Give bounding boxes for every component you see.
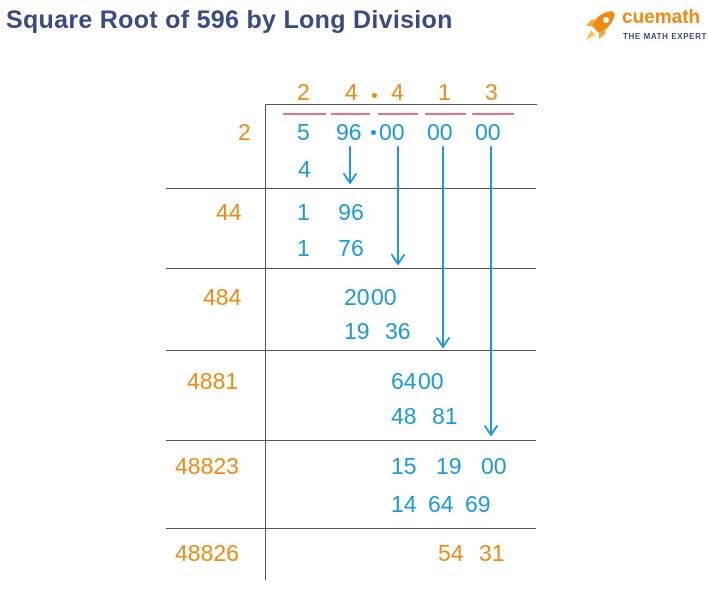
quotient-digit: 2 bbox=[297, 79, 310, 105]
quotient-digit: 4 bbox=[345, 79, 358, 105]
step-rule bbox=[166, 188, 536, 189]
dividend-decimal-point bbox=[371, 130, 376, 135]
remainder: 54 31 bbox=[438, 540, 505, 566]
dividend-group: 00 bbox=[475, 119, 501, 145]
work-value: 15 19 00 bbox=[391, 453, 507, 479]
work-product: 48 81 bbox=[391, 403, 458, 429]
quotient-decimal-point bbox=[372, 93, 377, 98]
divisor: 48826 bbox=[175, 540, 239, 566]
step-rule bbox=[166, 440, 536, 441]
dividend-group: 00 bbox=[427, 119, 453, 145]
work-value: 64 00 bbox=[391, 368, 444, 394]
work-product: 14 64 69 bbox=[391, 491, 491, 517]
work-product: 4 bbox=[298, 156, 311, 182]
step-rule bbox=[166, 268, 536, 269]
divisor: 4881 bbox=[187, 368, 239, 394]
pair-bar bbox=[378, 113, 418, 115]
page-title: Square Root of 596 by Long Division bbox=[6, 6, 453, 34]
work-product: 19 36 bbox=[344, 318, 411, 344]
quotient-digit: 4 bbox=[391, 79, 404, 105]
divisor: 48823 bbox=[175, 453, 239, 479]
pair-bar bbox=[331, 113, 370, 115]
pair-bar bbox=[425, 113, 466, 115]
work-product: 1 76 bbox=[297, 235, 364, 261]
pair-bar bbox=[283, 113, 326, 115]
work-value: 20 00 bbox=[344, 284, 397, 310]
divisor: 2 bbox=[238, 119, 251, 145]
dividend-group: 96 bbox=[336, 119, 362, 145]
quotient-rule bbox=[265, 104, 537, 105]
quotient-digit: 3 bbox=[485, 79, 498, 105]
cuemath-logo: cuemath THE MATH EXPERT bbox=[582, 6, 708, 46]
step-rule bbox=[166, 528, 536, 529]
step-rule bbox=[166, 350, 536, 351]
dividend-group: 00 bbox=[379, 119, 405, 145]
pair-bar bbox=[472, 113, 514, 115]
work-value: 1 96 bbox=[297, 199, 364, 225]
divisor: 44 bbox=[216, 199, 242, 225]
division-vertical-line bbox=[265, 104, 266, 580]
divisor: 484 bbox=[203, 284, 242, 310]
logo-tagline: THE MATH EXPERT bbox=[623, 32, 707, 41]
rocket-icon bbox=[586, 11, 615, 40]
dividend-group: 5 bbox=[297, 119, 310, 145]
logo-wordmark: cuemath bbox=[622, 7, 701, 28]
quotient-digit: 1 bbox=[438, 79, 451, 105]
